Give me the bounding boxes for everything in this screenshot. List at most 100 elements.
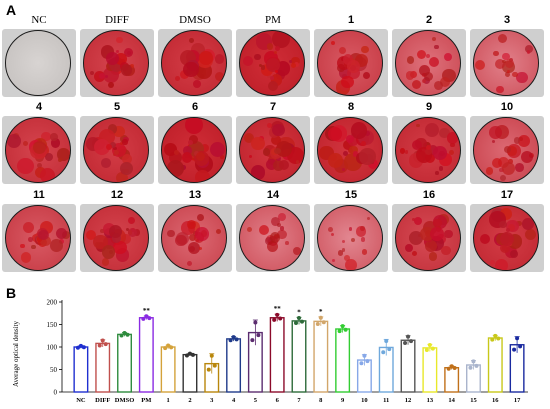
- stain-spot: [99, 228, 105, 234]
- well-label: 6: [191, 101, 199, 113]
- data-point: [228, 338, 233, 343]
- well-label: 13: [188, 189, 202, 201]
- stain-spot: [193, 80, 202, 89]
- stain-spot: [408, 230, 424, 246]
- culture-dish: [395, 30, 461, 96]
- data-point: [231, 335, 236, 340]
- y-tick-label: 0: [54, 389, 58, 397]
- culture-dish: [83, 205, 149, 271]
- stain-spot: [258, 63, 262, 67]
- x-tick-label: 4: [232, 397, 236, 404]
- x-tick-label: NC: [76, 397, 86, 404]
- stain-spot: [497, 156, 509, 168]
- significance-mark: *: [297, 308, 301, 316]
- stain-spot: [17, 157, 34, 175]
- data-point: [81, 345, 86, 350]
- data-point: [359, 361, 364, 366]
- stain-spot: [57, 157, 63, 163]
- stain-spot: [247, 226, 253, 233]
- stain-spot: [438, 165, 444, 171]
- stain-spot: [360, 141, 366, 147]
- stain-spot: [330, 232, 335, 237]
- panel-a-letter: A: [6, 2, 17, 18]
- stain-spot: [418, 65, 430, 77]
- stain-spot: [116, 36, 123, 44]
- stain-spot: [31, 244, 36, 250]
- x-tick-label: 15: [470, 397, 477, 404]
- stain-spot: [495, 59, 506, 70]
- well-label: 7: [269, 101, 277, 113]
- stain-spot: [119, 141, 123, 146]
- bar: [138, 317, 154, 393]
- x-tick-label: 3: [210, 397, 214, 404]
- culture-well-image: [158, 116, 232, 184]
- well-label: 17: [500, 189, 514, 201]
- culture-well-image: [314, 204, 388, 272]
- data-point: [490, 337, 495, 342]
- culture-well-image: [236, 116, 310, 184]
- stain-spot: [125, 228, 129, 232]
- culture-well-image: [314, 116, 388, 184]
- stain-spot: [163, 143, 177, 157]
- stain-spot: [424, 122, 440, 137]
- stain-spot: [328, 226, 334, 232]
- stain-spot: [507, 224, 515, 232]
- data-point: [340, 324, 345, 329]
- data-point: [125, 332, 130, 337]
- bar: [313, 320, 329, 393]
- data-point: [147, 316, 152, 321]
- stain-spot: [345, 134, 354, 144]
- data-point: [409, 339, 414, 344]
- culture-well-image: [80, 204, 154, 272]
- data-point: [337, 329, 342, 334]
- stain-spot: [277, 222, 282, 227]
- stain-spot: [485, 167, 494, 175]
- stain-spot: [167, 229, 175, 238]
- stain-spot: [109, 225, 123, 239]
- x-tick-label: 13: [427, 397, 434, 404]
- data-point: [144, 314, 149, 319]
- data-point: [256, 333, 261, 338]
- stain-spot: [270, 75, 275, 80]
- stain-spot: [113, 125, 125, 137]
- stain-spot: [504, 58, 514, 68]
- stain-spot: [127, 230, 133, 235]
- stain-spot: [105, 75, 109, 79]
- stain-spot: [198, 246, 203, 251]
- stain-spot: [274, 45, 281, 52]
- stain-spot: [185, 118, 204, 135]
- data-point: [315, 322, 320, 327]
- x-tick-label: 17: [514, 397, 521, 404]
- stain-spot: [285, 241, 289, 245]
- stain-spot: [199, 51, 213, 66]
- well-label: PM: [265, 14, 281, 26]
- culture-dish: [5, 30, 71, 96]
- stain-spot: [350, 122, 368, 140]
- data-point: [253, 320, 258, 325]
- stain-spot: [515, 163, 525, 172]
- x-tick-label: 11: [383, 397, 389, 404]
- stain-spot: [361, 45, 370, 54]
- stain-spot: [426, 54, 431, 59]
- culture-well-image: [392, 116, 466, 184]
- stain-spot: [50, 132, 59, 141]
- data-point: [272, 317, 277, 322]
- stain-spot: [113, 146, 117, 151]
- stain-spot: [291, 56, 300, 65]
- stain-spot: [331, 41, 336, 46]
- stain-spot: [196, 213, 205, 222]
- well-label: 5: [113, 101, 121, 113]
- data-point: [512, 347, 517, 352]
- stain-spot: [182, 152, 193, 163]
- stain-spot: [521, 217, 534, 230]
- stain-spot: [271, 216, 281, 226]
- x-tick-label: 2: [188, 397, 191, 404]
- culture-well-image: [470, 116, 544, 184]
- stain-spot: [122, 139, 128, 145]
- stain-spot: [341, 239, 345, 243]
- culture-well-image: [2, 29, 76, 97]
- well-label: 8: [347, 101, 355, 113]
- stain-spot: [399, 147, 406, 154]
- data-point: [163, 346, 168, 351]
- stain-spot: [109, 142, 116, 148]
